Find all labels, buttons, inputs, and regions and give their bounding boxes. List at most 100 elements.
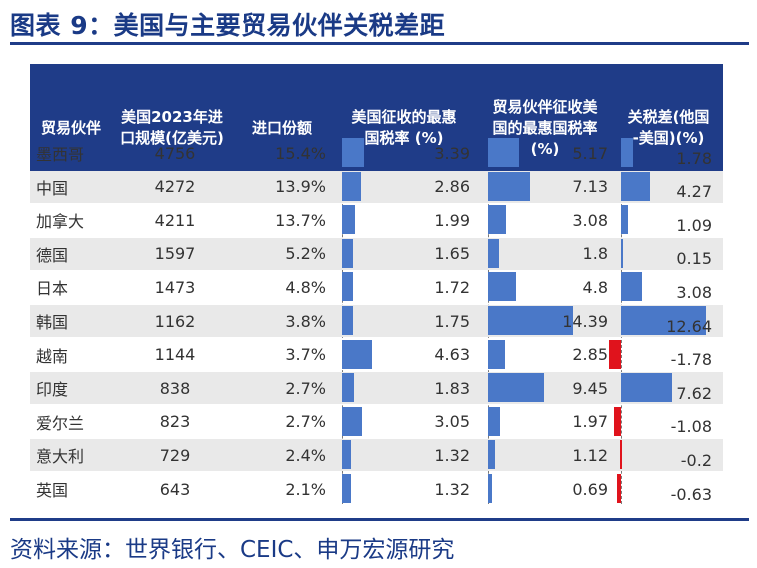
partner-rate-label: 9.45: [572, 378, 608, 398]
source-divider: [10, 518, 749, 521]
import-value: 823: [159, 412, 191, 432]
partner-rate-bar: [488, 171, 531, 201]
import-share: 13.9%: [275, 177, 326, 197]
tariff-gap-label: 4.27: [676, 182, 712, 202]
tariff-gap-bar: [621, 238, 623, 268]
us-rate-bar: [342, 474, 351, 503]
partner-rate-bar: [488, 373, 544, 403]
partner-rate-bar: [488, 406, 500, 436]
import-value: 838: [159, 378, 191, 398]
table-row: 印度 838 2.7% 1.83 9.45 7.62: [30, 372, 723, 405]
partner-rate-label: 1.8: [582, 244, 608, 264]
partner-rate-bar: [488, 238, 499, 268]
tariff-gap-label: -0.2: [680, 450, 712, 470]
partner-rate-label: 1.12: [572, 445, 608, 465]
import-value: 1473: [154, 277, 196, 297]
tariff-gap-label: 1.78: [676, 148, 712, 168]
us-rate-label: 1.75: [434, 311, 470, 331]
partner-name: 意大利: [36, 447, 85, 467]
import-value: 4211: [154, 210, 196, 230]
import-share: 3.8%: [285, 311, 326, 331]
import-value: 1144: [154, 345, 196, 365]
tariff-gap-bar: [616, 474, 621, 503]
us-rate-label: 1.32: [434, 445, 470, 465]
tariff-table: 贸易伙伴 美国2023年进 口规模(亿美元) 进口份额 美国征收的最惠 国税率 (%)…: [30, 56, 723, 504]
partner-name: 中国: [36, 178, 69, 198]
tariff-gap-bar: [621, 373, 673, 403]
tariff-gap-label: 3.08: [676, 282, 712, 302]
import-value: 1162: [154, 311, 196, 331]
tariff-gap-label: 7.62: [676, 383, 712, 403]
partner-rate-bar: [488, 205, 507, 235]
source-note: 资料来源：世界银行、CEIC、申万宏源研究: [10, 537, 455, 563]
partner-rate-bar: [488, 272, 517, 302]
us-rate-bar: [342, 138, 365, 167]
import-value: 729: [159, 445, 191, 465]
tariff-gap-label: 12.64: [666, 316, 712, 336]
us-rate-bar: [342, 205, 355, 235]
column-header: 贸易伙伴: [40, 118, 101, 137]
tariff-gap-bar: [619, 440, 622, 470]
us-rate-label: 1.65: [434, 244, 470, 264]
import-share: 2.7%: [285, 378, 326, 398]
tariff-gap-label: -1.08: [670, 417, 712, 437]
partner-name: 日本: [36, 279, 69, 299]
partner-name: 墨西哥: [36, 145, 85, 164]
column-header: 美国2023年进 口规模(亿美元): [120, 108, 224, 147]
tariff-gap-label: -1.78: [670, 350, 712, 370]
tariff-gap-label: 1.09: [676, 215, 712, 235]
partner-name: 加拿大: [36, 212, 85, 232]
import-value: 643: [159, 479, 191, 499]
us-rate-label: 4.63: [434, 345, 470, 365]
column-header: 关税差(他国 -美国)(%): [627, 108, 710, 147]
table-row: 意大利 729 2.4% 1.32 1.12 -0.2: [30, 439, 723, 472]
import-value: 1597: [154, 244, 196, 264]
import-share: 2.4%: [285, 445, 326, 465]
tariff-gap-bar: [621, 205, 629, 235]
title-divider: [10, 42, 749, 45]
partner-name: 爱尔兰: [36, 413, 85, 433]
import-value: 4756: [154, 143, 196, 163]
partner-rate-bar: [488, 306, 573, 335]
us-rate-label: 1.32: [434, 479, 470, 499]
partner-rate-label: 5.17: [572, 143, 608, 163]
tariff-gap-bar: [621, 306, 706, 335]
partner-name: 德国: [36, 245, 69, 265]
us-rate-label: 2.86: [434, 177, 470, 197]
partner-name: 越南: [36, 346, 69, 366]
column-header: 贸易伙伴征收美 国的最惠国税率 (%): [492, 97, 598, 158]
us-rate-label: 1.83: [434, 378, 470, 398]
partner-rate-label: 3.08: [572, 210, 608, 230]
table-row: 爱尔兰 823 2.7% 3.05 1.97 -1.08: [30, 406, 723, 438]
partner-rate-bar: [488, 138, 519, 167]
column-header: 进口份额: [251, 118, 312, 137]
us-rate-bar: [342, 339, 373, 369]
partner-rate-bar: [488, 440, 495, 470]
table-row: 墨西哥 4756 15.4% 3.39 5.17 1.78: [30, 137, 723, 169]
us-rate-bar: [342, 440, 351, 470]
zero-axis: [621, 194, 622, 504]
table-row: 德国 1597 5.2% 1.65 1.8 0.15: [30, 237, 723, 270]
tariff-gap-bar: [621, 138, 633, 167]
us-rate-bar: [342, 406, 362, 436]
partner-rate-bar: [488, 474, 493, 503]
tariff-gap-label: -0.63: [670, 484, 712, 504]
us-rate-label: 3.05: [434, 412, 470, 432]
import-share: 5.2%: [285, 244, 326, 264]
chart-title: 图表 9：美国与主要贸易伙伴关税差距: [10, 11, 446, 40]
us-rate-label: 1.99: [434, 210, 470, 230]
import-share: 2.1%: [285, 479, 326, 499]
table-row: 中国 4272 13.9% 2.86 7.13 4.27: [30, 170, 723, 203]
tariff-gap-label: 0.15: [676, 249, 712, 269]
partner-rate-label: 2.85: [572, 345, 608, 365]
tariff-gap-bar: [609, 339, 621, 369]
import-share: 13.7%: [275, 210, 326, 230]
table-row: 越南 1144 3.7% 4.63 2.85 -1.78: [30, 339, 723, 371]
table-row: 加拿大 4211 13.7% 1.99 3.08 1.09: [30, 204, 723, 236]
us-rate-bar: [342, 272, 354, 302]
tariff-gap-bar: [621, 272, 642, 302]
us-rate-label: 1.72: [434, 277, 470, 297]
partner-name: 韩国: [36, 313, 69, 332]
us-rate-bar: [342, 171, 361, 201]
us-rate-bar: [342, 238, 353, 268]
